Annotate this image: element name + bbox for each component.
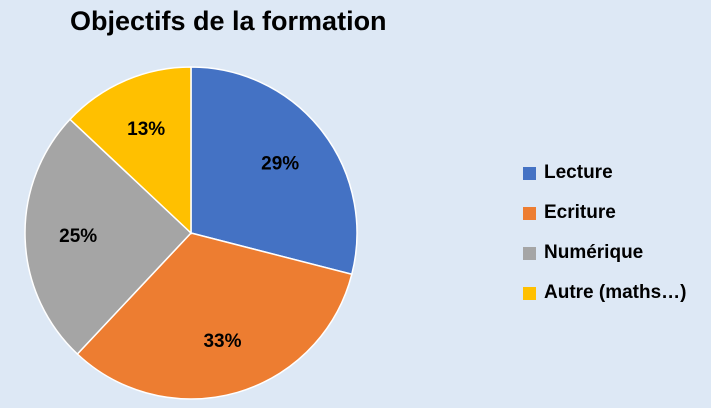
legend-label: Autre (maths…) bbox=[544, 282, 687, 304]
legend-item-autre-maths: Autre (maths…) bbox=[523, 282, 687, 304]
data-label-ecriture: 33% bbox=[203, 331, 241, 352]
legend-item-lecture: Lecture bbox=[523, 162, 687, 184]
legend-swatch bbox=[523, 287, 536, 300]
legend: Lecture Ecriture Numérique Autre (maths…) bbox=[523, 162, 687, 322]
legend-item-ecriture: Ecriture bbox=[523, 202, 687, 224]
legend-swatch bbox=[523, 207, 536, 220]
legend-label: Ecriture bbox=[544, 202, 616, 224]
data-label-autre-maths: 13% bbox=[127, 119, 165, 140]
data-label-lecture: 29% bbox=[261, 153, 299, 174]
legend-label: Numérique bbox=[544, 242, 643, 264]
data-label-numerique: 25% bbox=[59, 226, 97, 247]
legend-label: Lecture bbox=[544, 162, 613, 184]
legend-swatch bbox=[523, 167, 536, 180]
legend-swatch bbox=[523, 247, 536, 260]
legend-item-numerique: Numérique bbox=[523, 242, 687, 264]
